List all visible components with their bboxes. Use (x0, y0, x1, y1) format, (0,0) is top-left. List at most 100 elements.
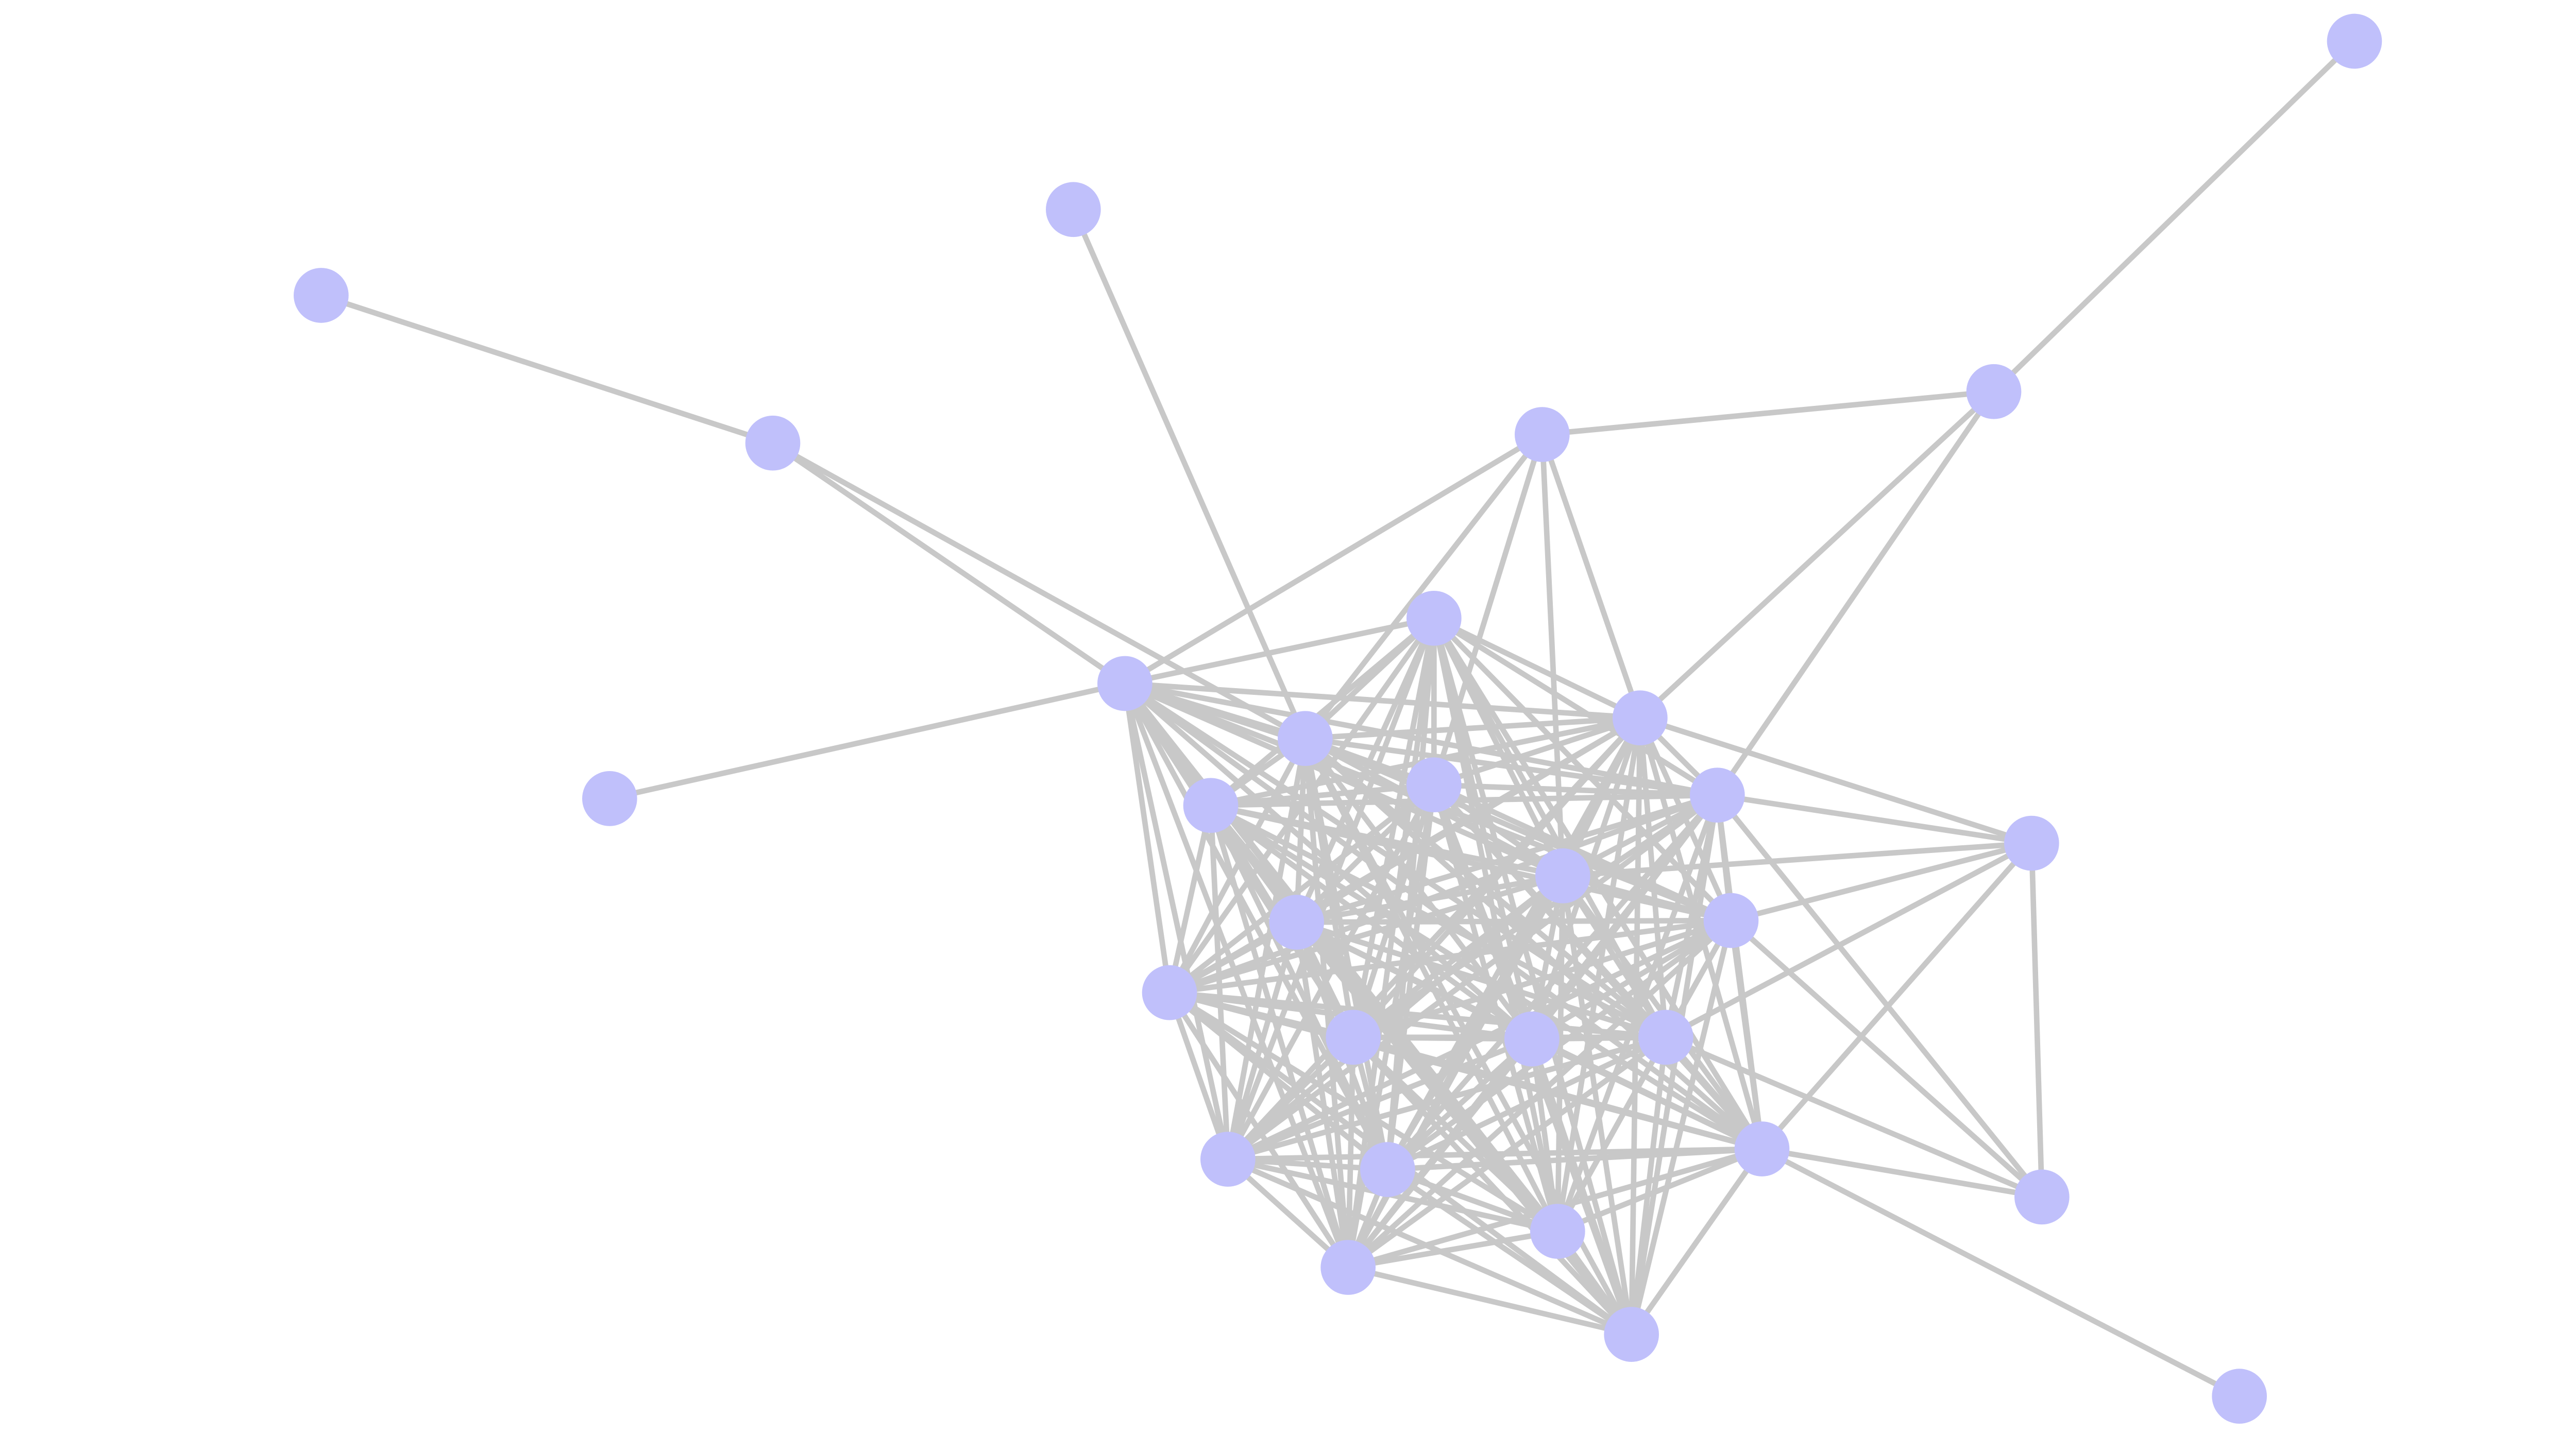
node-14[interactable] (1690, 767, 1745, 823)
edge-15-26 (2029, 843, 2045, 1198)
edge-17-18 (1296, 917, 1732, 925)
node-16[interactable] (1535, 848, 1590, 903)
edge-27-28 (1347, 1228, 1558, 1270)
edge-24-27 (1386, 1167, 1559, 1234)
edge-17-23 (1225, 921, 1299, 1160)
edge-13-28 (1208, 805, 1351, 1269)
edge-8-23 (1122, 682, 1231, 1160)
node-30[interactable] (2212, 1369, 2267, 1424)
edge-10-23 (1225, 738, 1308, 1160)
edge-5-10 (1303, 433, 1545, 740)
node-7[interactable] (1406, 590, 1462, 646)
edge-20-23 (1226, 1035, 1355, 1162)
node-21[interactable] (1504, 1011, 1560, 1067)
edge-13-14 (1210, 792, 1718, 809)
edge-20-25 (1352, 1034, 1763, 1152)
edge-9-10 (1305, 715, 1640, 742)
edge-22-23 (1227, 1034, 1667, 1162)
node-28[interactable] (1320, 1240, 1376, 1295)
node-9[interactable] (1613, 690, 1668, 746)
edge-23-25 (1228, 1146, 1762, 1162)
node-22[interactable] (1638, 1010, 1693, 1065)
edge-2-10 (1071, 208, 1308, 740)
node-25[interactable] (1734, 1121, 1790, 1176)
node-29[interactable] (1604, 1307, 1659, 1362)
edge-15-25 (1760, 841, 2034, 1151)
edge-22-27 (1555, 1036, 1668, 1233)
edge-20-29 (1351, 1035, 1634, 1337)
edge-1-6 (1992, 39, 2357, 394)
edge-13-18 (1210, 803, 1732, 924)
edge-8-9 (1124, 680, 1640, 721)
edge-24-29 (1386, 1167, 1633, 1337)
edge-26-22 (1665, 1034, 2043, 1200)
edge-15-14 (1717, 792, 2032, 846)
edge-14-17 (1296, 792, 1718, 925)
edge-12-17 (1294, 782, 1436, 925)
node-26[interactable] (2014, 1169, 2070, 1225)
edge-16-17 (1296, 873, 1564, 925)
node-8[interactable] (1097, 656, 1153, 711)
node-23[interactable] (1200, 1132, 1256, 1187)
edge-6-9 (1638, 389, 1996, 720)
edge-18-19 (1169, 917, 1732, 996)
node-10[interactable] (1278, 711, 1333, 766)
edge-28-29 (1347, 1265, 1632, 1337)
node-5[interactable] (1515, 407, 1570, 462)
edge-15-22 (1664, 841, 2033, 1040)
edge-18-21 (1530, 918, 1733, 1042)
edge-24-25 (1387, 1146, 1762, 1172)
edge-7-9 (1433, 616, 1641, 721)
edge-21-24 (1385, 1037, 1534, 1172)
node-4[interactable] (745, 415, 801, 471)
edge-18-25 (1728, 920, 1765, 1150)
edge-26-14 (1715, 793, 2044, 1199)
edge-9-27 (1555, 717, 1643, 1232)
node-13[interactable] (1183, 778, 1239, 833)
edge-30-25 (1760, 1146, 2241, 1399)
node-3[interactable] (294, 268, 349, 323)
edge-14-29 (1629, 794, 1720, 1335)
edge-7-8 (1124, 616, 1435, 687)
node-6[interactable] (1966, 364, 2022, 419)
edge-22-24 (1386, 1034, 1667, 1172)
node-19[interactable] (1142, 965, 1197, 1020)
edge-15-18 (1730, 840, 2032, 924)
edge-21-23 (1227, 1036, 1533, 1162)
edge-19-27 (1168, 990, 1560, 1234)
edge-17-29 (1294, 920, 1634, 1336)
edge-7-14 (1432, 616, 1719, 798)
edge-20-28 (1345, 1037, 1356, 1268)
node-1[interactable] (2327, 13, 2382, 69)
edge-5-9 (1539, 433, 1643, 719)
edge-17-22 (1296, 919, 1667, 1040)
edge-8-25 (1123, 681, 1764, 1151)
node-24[interactable] (1360, 1142, 1415, 1197)
nodes-layer (294, 13, 2382, 1424)
edge-10-14 (1304, 736, 1718, 798)
edge-13-23 (1208, 805, 1231, 1159)
edge-15-16 (1562, 840, 2032, 879)
node-2[interactable] (1046, 182, 1101, 237)
node-11[interactable] (582, 771, 637, 826)
edge-14-16 (1561, 792, 1719, 879)
node-15[interactable] (2004, 815, 2059, 871)
node-12[interactable] (1406, 757, 1462, 813)
edge-19-22 (1169, 989, 1666, 1040)
edge-25-29 (1629, 1147, 1765, 1336)
edge-6-5 (1541, 388, 1994, 437)
edge-8-19 (1122, 683, 1173, 993)
edge-15-9 (1639, 715, 2032, 846)
node-27[interactable] (1530, 1204, 1585, 1259)
edge-4-10 (771, 440, 1307, 741)
edge-5-12 (1431, 433, 1545, 786)
node-17[interactable] (1269, 895, 1324, 950)
edge-14-24 (1385, 793, 1720, 1172)
edge-19-23 (1166, 992, 1231, 1160)
edge-4-8 (771, 440, 1127, 686)
node-18[interactable] (1703, 893, 1759, 948)
node-20[interactable] (1326, 1010, 1381, 1065)
edge-9-12 (1433, 715, 1641, 788)
edge-25-27 (1556, 1146, 1763, 1234)
edge-14-20 (1351, 793, 1719, 1040)
